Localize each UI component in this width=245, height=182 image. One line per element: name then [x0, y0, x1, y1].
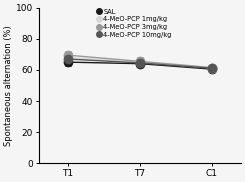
- Y-axis label: Spontaneous alternation (%): Spontaneous alternation (%): [4, 25, 13, 146]
- Legend: SAL, 4-MeO-PCP 1mg/kg, 4-MeO-PCP 3mg/kg, 4-MeO-PCP 10mg/kg: SAL, 4-MeO-PCP 1mg/kg, 4-MeO-PCP 3mg/kg,…: [97, 8, 172, 38]
